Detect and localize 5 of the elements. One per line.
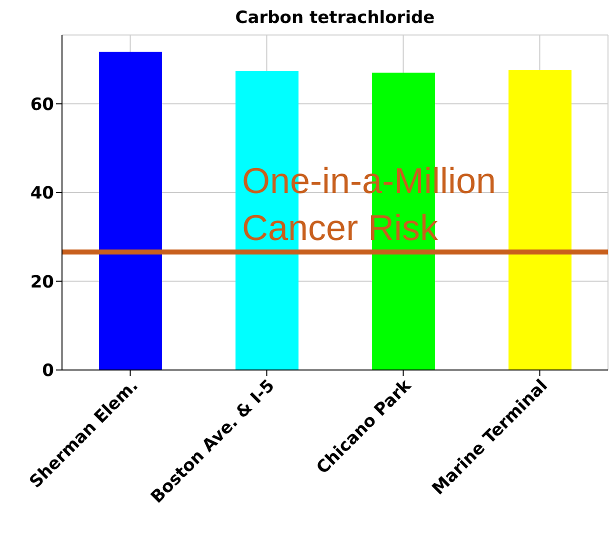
chart-title: Carbon tetrachloride: [234, 8, 436, 28]
y-tick-label: 40: [30, 184, 54, 204]
y-tick-label: 20: [30, 272, 54, 292]
y-tick-label: 60: [30, 94, 54, 115]
y-tick-label: 0: [42, 361, 54, 382]
